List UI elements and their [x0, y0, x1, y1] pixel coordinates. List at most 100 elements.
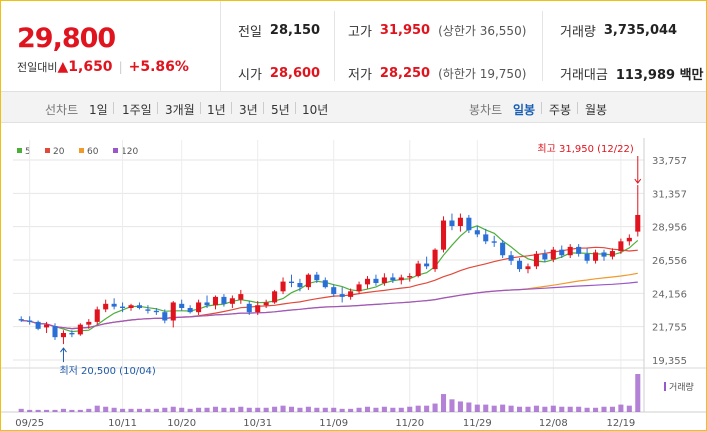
tab-period-1w[interactable]: 1주일 [122, 103, 152, 117]
stats-panel: 전일 28,150 고가 31,950 (상한가 36,550) 거래량 3,7… [222, 1, 705, 91]
volume-bar [111, 407, 117, 412]
volume-bar [255, 407, 261, 412]
candle-body [339, 294, 345, 297]
tab-period-1y[interactable]: 1년 [207, 103, 226, 117]
x-tick-label: 09/25 [15, 418, 44, 429]
legend-label: 5 [25, 147, 31, 157]
candle-body [196, 302, 202, 313]
volume-bar [373, 407, 379, 412]
y-tick-label: 28,956 [652, 223, 687, 234]
volume-bar [196, 407, 202, 412]
candle-body [601, 252, 607, 257]
stat-prev-close: 전일 28,150 [238, 21, 320, 40]
candle-body [221, 296, 227, 304]
volume-bar [94, 405, 100, 412]
volume-bar [128, 408, 134, 412]
candle-body [305, 274, 311, 288]
volume-bar [635, 374, 641, 412]
volume-bar [525, 406, 531, 412]
volume-bar [60, 408, 66, 412]
candle-body [466, 217, 472, 231]
stat-label: 거래대금 [560, 68, 608, 83]
volume-bar [364, 406, 371, 412]
change-amount: 1,650 [68, 59, 113, 75]
volume-bar [609, 406, 615, 412]
candle-body [517, 260, 523, 270]
volume-bar [103, 406, 109, 412]
volume-bar [466, 402, 472, 412]
candle-body [255, 305, 261, 313]
volume-bar [348, 408, 354, 412]
candle-body [440, 220, 447, 250]
tab-candle-weekly[interactable]: 주봉 [549, 103, 572, 117]
volume-bar [618, 404, 624, 412]
x-tick-label: 12/19 [606, 418, 635, 429]
volume-bar [314, 407, 320, 412]
volume-bar [440, 394, 447, 412]
volume-bar [424, 405, 430, 412]
y-tick-label: 19,355 [652, 356, 687, 367]
candle-body [153, 310, 159, 313]
stat-value: 28,600 [269, 66, 321, 81]
candle-body [550, 249, 556, 260]
candle-body [94, 309, 100, 322]
tab-period-10y[interactable]: 10년 [302, 103, 329, 117]
volume-bar [559, 406, 565, 412]
candle-body [576, 246, 582, 254]
stat-trade-value: 거래대금 113,989 백만 [560, 64, 704, 83]
high-arrow-icon [634, 178, 642, 184]
volume-bar [246, 407, 252, 412]
candle-body [272, 291, 278, 303]
candle-body [297, 282, 303, 288]
candle-body [288, 281, 295, 283]
candle-body [331, 287, 337, 295]
candle-body [348, 291, 354, 297]
divider [157, 102, 158, 114]
candle-body [145, 309, 151, 311]
candle-body [584, 253, 590, 261]
candle-body [314, 274, 320, 281]
candlestick-chart: 5 20 60 120 33,757 31,357 28,956 26,556 24,156 21… [1, 124, 706, 430]
candle-body [449, 220, 455, 227]
tab-line-chart[interactable]: 선차트 [45, 103, 79, 117]
volume-bar [601, 406, 607, 412]
volume-bar [576, 406, 582, 412]
divider [334, 11, 335, 81]
divider [542, 11, 543, 81]
tab-period-5y[interactable]: 5년 [271, 103, 290, 117]
stat-value: 3,735,044 [603, 23, 678, 38]
candle-body [356, 284, 362, 292]
low-annotation: 최저 20,500 (10/04) [59, 365, 155, 377]
volume-bar [322, 407, 328, 412]
volume-bar [272, 406, 278, 412]
candle-body [626, 237, 632, 242]
x-tick-label: 10/20 [167, 418, 196, 429]
tab-period-3y[interactable]: 3년 [239, 103, 258, 117]
legend-label: 120 [121, 147, 138, 157]
candle-body [246, 303, 252, 313]
candle-body [77, 324, 83, 335]
x-tick-label: 11/29 [463, 418, 492, 429]
divider: | [118, 60, 123, 74]
change-row: 전일대비 ▲ 1,650 | +5.86% [17, 59, 189, 75]
volume-bar [120, 408, 126, 412]
candle-body [18, 319, 24, 321]
candle-body [525, 266, 531, 270]
volume-bar [288, 406, 295, 412]
candle-body [618, 241, 624, 252]
tab-period-3m[interactable]: 3개월 [165, 103, 195, 117]
volume-bar [280, 405, 286, 412]
tab-candle-daily[interactable]: 일봉 [513, 103, 536, 117]
volume-bar [398, 407, 404, 412]
candle-body [52, 326, 58, 338]
tab-candle-monthly[interactable]: 월봉 [585, 103, 608, 117]
candle-body [170, 302, 176, 321]
volume-bar [238, 406, 244, 412]
candle-body [432, 249, 438, 270]
candle-body [60, 332, 66, 338]
tab-candle-chart[interactable]: 봉차트 [469, 103, 503, 117]
tab-period-1d[interactable]: 1일 [89, 103, 108, 117]
volume-bar [483, 404, 489, 412]
candle-body [364, 278, 371, 285]
candle-body [111, 303, 117, 307]
